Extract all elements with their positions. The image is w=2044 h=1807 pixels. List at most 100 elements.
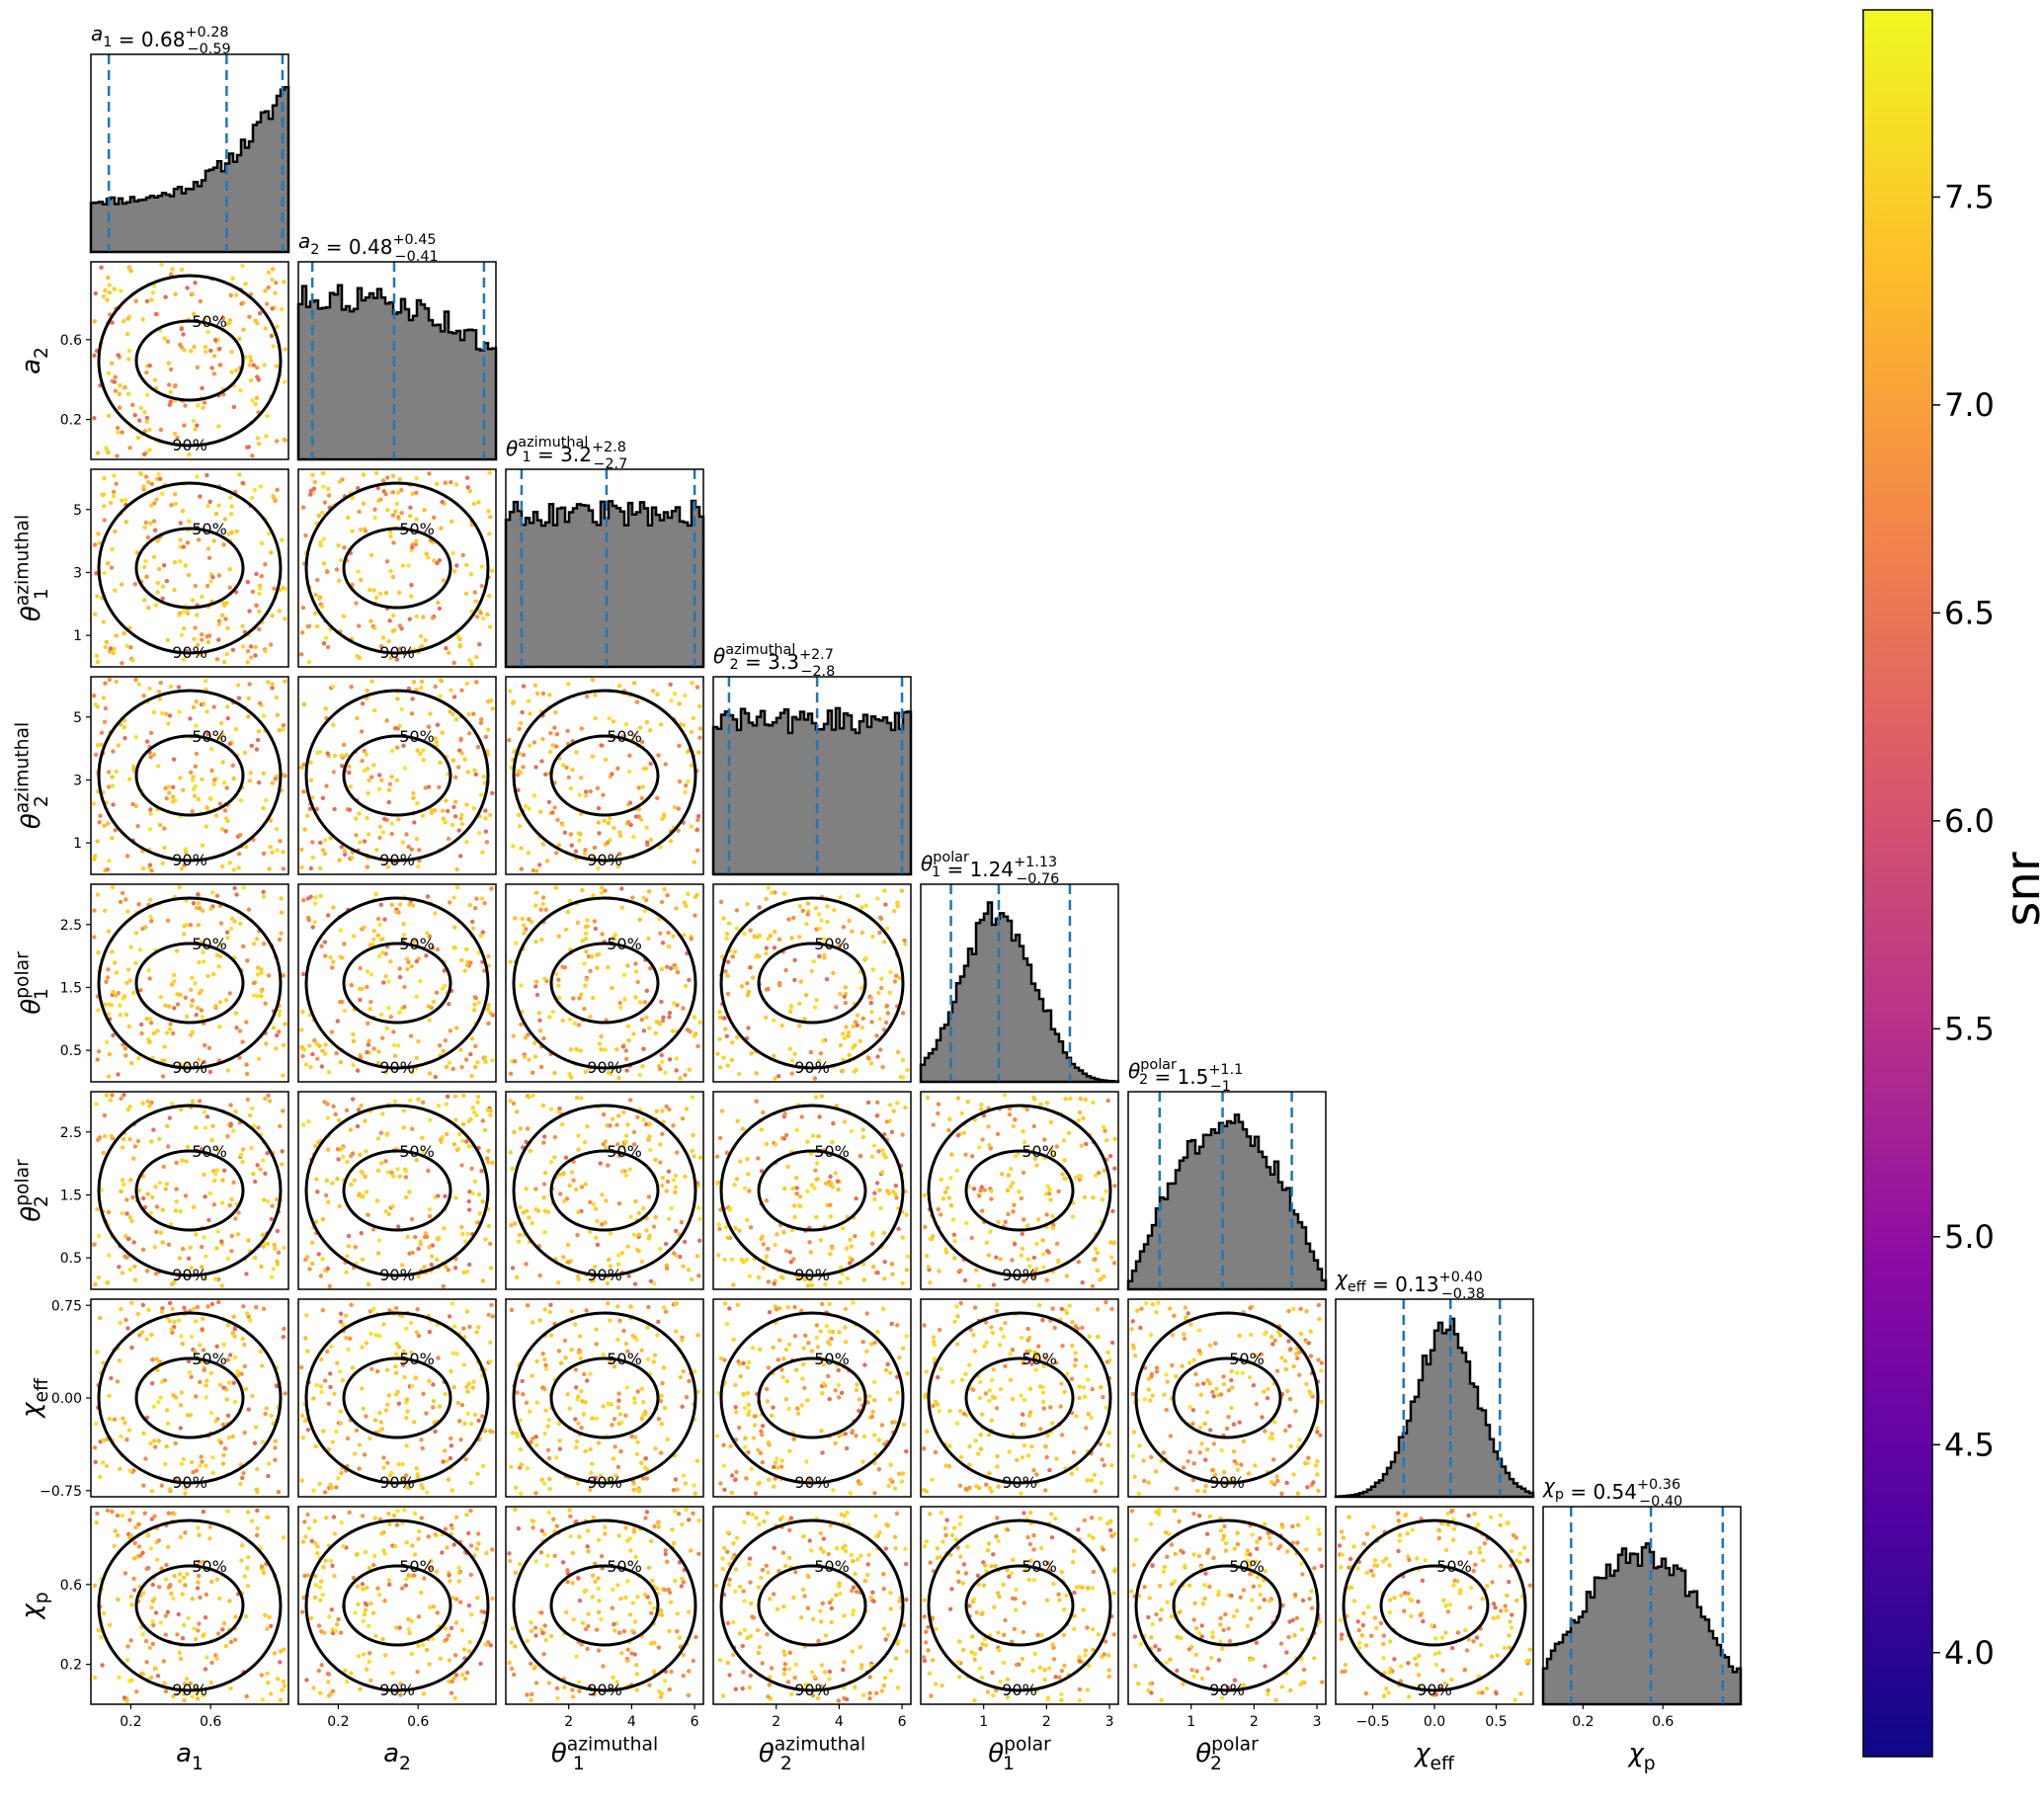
- panel-frame: [298, 1092, 496, 1289]
- y-axis-label-t1a: θazimuthal1: [12, 515, 52, 621]
- contour-90: [514, 691, 695, 861]
- contour-label-50: 50%: [814, 935, 850, 953]
- contour-90: [99, 1313, 281, 1483]
- x-tick-label-t2p: 3: [1313, 1714, 1322, 1730]
- colorbar-tick-label: 5.5: [1944, 1010, 1995, 1047]
- x-tick-label-t1p: 3: [1105, 1714, 1114, 1730]
- contour-label-90: 90%: [794, 1473, 830, 1492]
- contour-label-90: 90%: [1002, 1266, 1037, 1284]
- contour-label-50: 50%: [607, 727, 642, 746]
- contour-label-50: 50%: [192, 1350, 227, 1368]
- x-tick-label-chieff: −0.5: [1356, 1714, 1390, 1730]
- contour-label-90: 90%: [172, 643, 207, 662]
- y-tick-label-t1a: 1: [73, 628, 82, 644]
- x-tick-label-a1: 0.6: [200, 1714, 221, 1730]
- contour-90: [514, 1313, 695, 1483]
- contour-50: [1174, 1566, 1280, 1645]
- panel-a1-a2: 90%50%0.20.6a2: [17, 262, 288, 459]
- contour-50: [966, 1358, 1073, 1437]
- scatter-t2a-t2p: [715, 1094, 910, 1287]
- contour-label-50: 50%: [1229, 1557, 1265, 1576]
- colorbar-tick-label: 7.5: [1944, 178, 1995, 215]
- scatter-t2a-t1p: [715, 886, 910, 1081]
- y-tick-label-chieff: 0.75: [51, 1298, 82, 1314]
- y-tick-label-a2: 0.2: [60, 413, 82, 429]
- scatter-t1p-chieff: [922, 1300, 1114, 1496]
- contour-label-50: 50%: [607, 935, 642, 953]
- y-tick-label-chip: 0.6: [60, 1578, 82, 1594]
- scatter-a2-chieff: [299, 1301, 495, 1495]
- contour-50: [136, 529, 243, 608]
- scatter-a2-t1a: [299, 470, 495, 666]
- y-tick-label-t1p: 2.5: [60, 918, 82, 934]
- y-axis-label-t2a: θazimuthal2: [12, 722, 52, 829]
- colorbar-tick-label: 4.5: [1944, 1426, 1995, 1463]
- histogram-t1p: [921, 903, 1118, 1083]
- contour-label-50: 50%: [192, 727, 227, 746]
- scatter-a1-t2a: [92, 678, 287, 873]
- y-axis-label-a2: a2: [17, 347, 52, 374]
- x-tick-label-t2a: 6: [898, 1714, 907, 1730]
- colorbar-label: snr: [1996, 852, 2044, 926]
- x-axis-label-chip: χp: [1626, 1739, 1655, 1774]
- contour-50: [344, 944, 450, 1023]
- panel-a2-a2: a2 = 0.48+0.45−0.41: [298, 229, 496, 459]
- scatter-t1p-t2p: [922, 1093, 1116, 1288]
- y-tick-label-t1a: 3: [73, 565, 82, 581]
- contour-label-90: 90%: [379, 1681, 415, 1699]
- contour-label-90: 90%: [172, 1473, 207, 1492]
- title-a1: a1 = 0.68+0.28−0.59: [91, 22, 231, 57]
- histogram-chip: [1543, 1543, 1741, 1704]
- colorbar-tick-label: 5.0: [1944, 1218, 1995, 1256]
- panel-t2p-chieff: 90%50%: [1128, 1299, 1326, 1497]
- x-tick-label-t1p: 2: [1042, 1714, 1051, 1730]
- y-axis-label-t1p: θpolar1: [12, 951, 52, 1015]
- contour-label-50: 50%: [192, 312, 227, 331]
- x-axis-label-a1: a1: [176, 1739, 204, 1774]
- contour-50: [759, 944, 865, 1023]
- x-tick-label-a2: 0.6: [407, 1714, 429, 1730]
- panel-t1a-chieff: 90%50%: [506, 1299, 703, 1497]
- x-tick-label-chip: 0.6: [1652, 1714, 1674, 1730]
- panel-frame: [1128, 1507, 1326, 1704]
- contour-50: [136, 736, 243, 815]
- contour-50: [136, 1151, 243, 1230]
- contour-label-90: 90%: [1002, 1681, 1037, 1699]
- contour-label-50: 50%: [192, 935, 227, 953]
- y-tick-label-chieff: −0.75: [40, 1484, 82, 1500]
- x-tick-label-t1a: 4: [627, 1714, 636, 1730]
- histogram-a1: [91, 87, 288, 252]
- panel-chieff-chieff: χeff = 0.13+0.40−0.38: [1335, 1267, 1533, 1497]
- histogram-t2a: [713, 708, 911, 874]
- scatter-a1-t1a: [93, 471, 287, 666]
- x-tick-label-chieff: 0.5: [1485, 1714, 1507, 1730]
- x-tick-label-a2: 0.2: [327, 1714, 349, 1730]
- contour-label-90: 90%: [587, 1058, 622, 1077]
- title-a2: a2 = 0.48+0.45−0.41: [298, 229, 439, 265]
- panel-a2-chieff: 90%50%: [298, 1299, 496, 1497]
- contour-label-50: 50%: [814, 1350, 850, 1368]
- x-tick-label-t1p: 1: [979, 1714, 988, 1730]
- contour-90: [306, 483, 488, 653]
- contour-label-50: 50%: [607, 1350, 642, 1368]
- contour-label-90: 90%: [1209, 1473, 1245, 1492]
- contour-label-50: 50%: [192, 1142, 227, 1161]
- panel-a2-t2a: 90%50%: [298, 677, 496, 874]
- contour-50: [551, 1151, 658, 1230]
- panel-t2a-t2p: 90%50%: [713, 1092, 911, 1289]
- contour-90: [721, 1313, 903, 1483]
- contour-50: [759, 1358, 865, 1437]
- contour-label-90: 90%: [1002, 1473, 1037, 1492]
